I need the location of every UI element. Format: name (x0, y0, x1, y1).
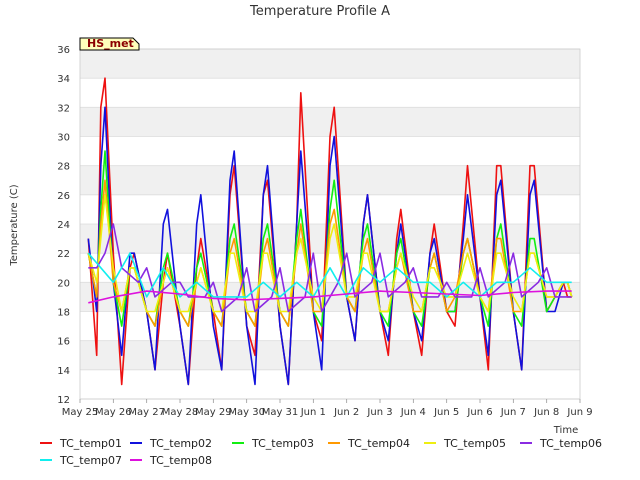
y-tick-label: 22 (57, 249, 70, 260)
x-tick-label: Jun 5 (433, 407, 459, 418)
y-tick-label: 12 (57, 395, 70, 406)
y-tick-label: 26 (57, 191, 70, 202)
grid-band (80, 311, 580, 341)
x-tick-label: Jun 2 (333, 407, 359, 418)
site-badge: HS_met (79, 37, 140, 51)
x-tick-label: Jun 1 (300, 407, 326, 418)
series-line-tc-temp02 (87, 106, 573, 386)
x-tick-label: May 31 (262, 407, 299, 418)
x-tick-label: Jun 4 (400, 407, 426, 418)
x-tick-label: May 28 (162, 407, 199, 418)
x-tick-label: May 27 (128, 407, 165, 418)
x-tick-label: Jun 8 (533, 407, 559, 418)
grid-band (80, 78, 580, 108)
series-line-tc-temp07 (87, 252, 572, 298)
plot-frame (79, 48, 581, 400)
legend-label: TC_temp05 (443, 437, 506, 450)
x-tick-label: May 25 (62, 407, 99, 418)
grid-band (80, 340, 580, 370)
grid-band (80, 49, 580, 79)
x-tick-label: May 29 (195, 407, 232, 418)
x-tick-label: Jun 3 (366, 407, 392, 418)
legend-label: TC_temp03 (251, 437, 314, 450)
x-tick-label: Jun 7 (500, 407, 526, 418)
y-tick-label: 30 (57, 133, 70, 144)
x-tick-label: May 26 (95, 407, 132, 418)
y-tick-label: 20 (57, 278, 70, 289)
x-tick-label: Jun 6 (466, 407, 492, 418)
legend-label: TC_temp01 (59, 437, 122, 450)
y-tick-label: 14 (57, 366, 70, 377)
series-line-tc-temp08 (88, 290, 572, 304)
series-layer (87, 77, 573, 386)
x-axis-label: Time (553, 425, 578, 436)
legend-label: TC_temp02 (149, 437, 212, 450)
x-tick-label: May 30 (228, 407, 265, 418)
y-tick-label: 36 (57, 45, 70, 56)
chart-title: Temperature Profile A (249, 4, 390, 19)
legend-label: TC_temp08 (149, 454, 212, 467)
legend-label: TC_temp04 (347, 437, 410, 450)
y-axis-ticks: 12 14 16 18 20 22 24 26 28 30 32 34 36 (57, 45, 70, 406)
y-axis-label: Temperature (C) (9, 184, 20, 266)
y-tick-label: 24 (57, 220, 70, 231)
site-badge-label: HS_met (87, 37, 134, 50)
grid-band (80, 369, 580, 399)
y-tick-label: 28 (57, 162, 70, 173)
y-tick-label: 18 (57, 308, 70, 319)
y-tick-label: 16 (57, 337, 70, 348)
legend: TC_temp01 TC_temp02 TC_temp03 TC_temp04 TC_t… (40, 437, 602, 467)
y-tick-label: 32 (57, 103, 70, 114)
legend-label: TC_temp06 (539, 437, 602, 450)
x-tick-label: Jun 9 (566, 407, 592, 418)
legend-label: TC_temp07 (59, 454, 122, 467)
series-line-tc-temp05 (87, 194, 573, 313)
y-tick-label: 34 (57, 74, 70, 85)
